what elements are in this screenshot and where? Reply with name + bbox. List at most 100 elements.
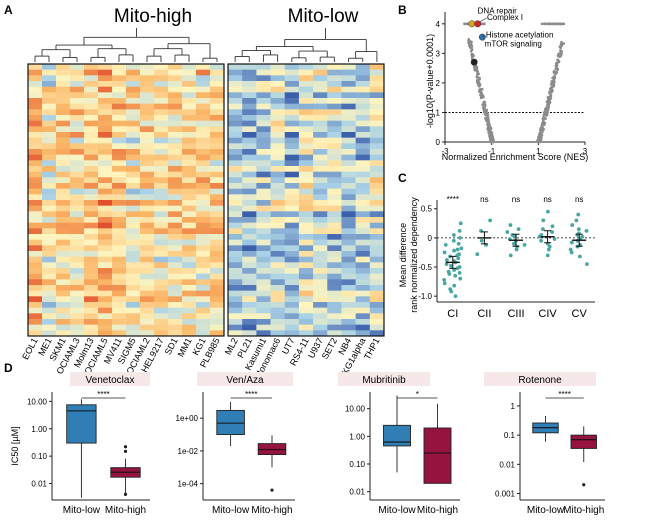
heatmap-cell (270, 330, 286, 337)
heatmap-cell (140, 98, 155, 104)
heatmap-cell (98, 279, 113, 286)
heatmap-cell (270, 126, 286, 133)
heatmap-cell (355, 200, 371, 206)
heatmap-cell (42, 171, 57, 178)
heatmap-cell (56, 86, 71, 93)
heatmap-cell (355, 268, 371, 274)
heatmap-cell (369, 115, 385, 121)
heatmap-cell (284, 115, 300, 121)
y-tick-label: 0.1 (504, 431, 516, 440)
heatmap-cell (42, 75, 57, 82)
heatmap-cell (42, 132, 57, 138)
heatmap-cell (284, 81, 300, 87)
heatmap-cell (168, 200, 183, 206)
heatmap-cell (84, 98, 99, 104)
annotation-leader-line (479, 17, 488, 23)
heatmap-cell (355, 324, 371, 331)
dependency-point (552, 237, 557, 241)
heatmap-cell (84, 92, 99, 99)
heatmap-cell (196, 115, 211, 121)
heatmap-cell (270, 273, 286, 280)
heatmap-cell (355, 115, 371, 121)
heatmap-cell (126, 126, 141, 133)
heatmap-cell (140, 149, 155, 155)
heatmap-cell (210, 330, 225, 337)
heatmap-cell (242, 217, 257, 223)
heatmap-cell (168, 279, 183, 286)
heatmap-cell (196, 251, 211, 257)
heatmap-cell (242, 177, 257, 184)
heatmap-cell (168, 285, 183, 291)
heatmap-cell (98, 217, 113, 223)
heatmap-cell (196, 149, 211, 155)
heatmap-cell (154, 262, 169, 269)
category-label: CV (572, 308, 588, 320)
heatmap-cell (70, 251, 85, 257)
heatmap-cell (154, 290, 169, 297)
panel-title-strip (338, 372, 430, 386)
heatmap-cell (284, 188, 300, 195)
y-tick-label: 10.00 (345, 405, 366, 414)
heatmap-cell (369, 313, 385, 320)
heatmap-cell (154, 120, 169, 127)
heatmap-cell (256, 160, 271, 167)
heatmap-cell (210, 154, 225, 161)
heatmap-cell (70, 183, 85, 189)
heatmap-cell (341, 92, 356, 99)
heatmap-cell (70, 86, 85, 93)
heatmap-cell (182, 143, 197, 150)
box-body (570, 434, 597, 449)
heatmap-cell (140, 194, 155, 201)
heatmap-cell (298, 330, 314, 337)
heatmap-cell (369, 177, 385, 184)
heatmap-cell (284, 302, 300, 308)
heatmap-cell (327, 137, 342, 144)
heatmap-cell (270, 307, 286, 314)
heatmap-cell (154, 171, 169, 178)
heatmap-cell (28, 313, 43, 320)
heatmap-cell (168, 75, 183, 82)
heatmap-cell (298, 143, 314, 150)
heatmap-cell (42, 256, 57, 263)
heatmap-cell (284, 98, 300, 104)
heatmap-cell (126, 324, 141, 331)
heatmap-cell (126, 69, 141, 76)
heatmap-cell (154, 177, 169, 184)
heatmap-cell (210, 109, 225, 116)
heatmap-cell (284, 256, 300, 263)
heatmap-cell (112, 160, 127, 167)
heatmap-cell (313, 160, 328, 167)
heatmap-cell (154, 69, 169, 76)
heatmap-cell (126, 217, 141, 223)
heatmap-cell (28, 137, 43, 144)
heatmap-cell (98, 194, 113, 201)
dependency-point (449, 289, 454, 294)
heatmap-cell (284, 324, 300, 331)
heatmap-cell (28, 302, 43, 308)
y-tick-label: 2 (436, 79, 441, 88)
heatmap-cell (355, 217, 371, 223)
heatmap-cell (56, 149, 71, 155)
heatmap-cell (98, 75, 113, 82)
heatmap-cell (298, 115, 314, 121)
heatmap-cell (196, 273, 211, 280)
heatmap-cell (98, 200, 113, 206)
heatmap-cell (242, 115, 257, 121)
heatmap-cell (140, 137, 155, 144)
heatmap-cell (126, 154, 141, 161)
heatmap-cell (154, 98, 169, 104)
heatmap-cell (112, 69, 127, 76)
pathway-point (560, 44, 563, 48)
heatmap-cell (182, 98, 197, 104)
heatmap-cell (228, 183, 243, 189)
heatmap-cell (98, 115, 113, 121)
heatmap-cell (168, 166, 183, 172)
dependency-point (444, 258, 449, 262)
heatmap-cell (313, 177, 328, 184)
heatmap-cell (313, 268, 328, 274)
heatmap-cell (327, 245, 342, 252)
heatmap-cell (84, 137, 99, 144)
heatmap-cell (369, 211, 385, 218)
heatmap-cell (369, 268, 385, 274)
heatmap-cell (355, 160, 371, 167)
